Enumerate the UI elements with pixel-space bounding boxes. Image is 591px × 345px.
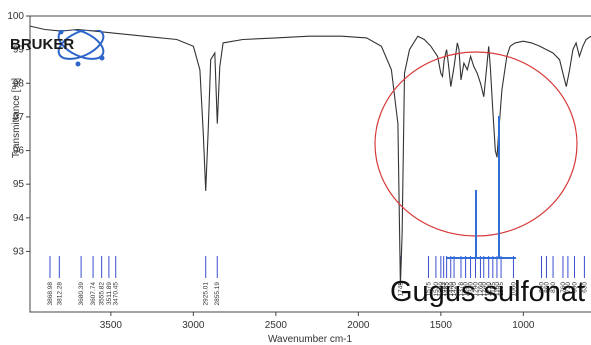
y-tick-label: 93 [13, 246, 25, 257]
peak-label: 1290 [473, 282, 480, 297]
logo-text: BRUKER [10, 36, 74, 53]
peak-label: 860 [543, 282, 550, 293]
y-tick-label: 98 [13, 78, 25, 89]
peak-label: 1060 [510, 282, 517, 297]
peak-label: 1185 [490, 282, 497, 296]
peak-label: 1210 [486, 282, 493, 297]
x-tick-label: 2000 [347, 320, 370, 331]
peak-label: 1350 [463, 282, 470, 297]
peak-label: 1135 [498, 282, 505, 296]
peak-label: 1440 [448, 282, 455, 297]
y-axis: 93 94 95 96 97 98 99 100 [7, 11, 30, 257]
peak-label: 1320 [468, 282, 475, 297]
highlight-region [374, 51, 578, 259]
x-tick-label: 1000 [512, 320, 535, 331]
peak-label: 3470.45 [113, 282, 120, 306]
x-axis-label: Wavenumber cm-1 [268, 334, 353, 345]
peak-label: 2925.01 [203, 282, 210, 306]
y-tick-label: 97 [13, 112, 25, 123]
y-tick-label: 94 [13, 213, 25, 224]
peak-label: 3868.98 [47, 282, 54, 306]
peak-label: 3812.28 [56, 282, 63, 306]
peak-label: 890 [539, 282, 546, 293]
peak-label: 1240 [481, 282, 488, 297]
spectrum-series [29, 25, 591, 286]
bruker-logo-mark: BRUKER [10, 28, 105, 67]
peak-label: 1465 [444, 282, 451, 297]
peak-label: 3511.89 [106, 282, 113, 305]
y-tick-label: 96 [13, 146, 25, 157]
annotation-label: Gugus sulfonat [390, 276, 586, 308]
plot-frame [29, 15, 591, 313]
y-axis-label: Transmittance [%] [11, 78, 22, 158]
peak-label: 690 [572, 282, 579, 293]
y-tick-label: 100 [7, 11, 24, 22]
x-tick-label: 2500 [265, 320, 288, 331]
x-axis: 3500 3000 2500 2000 1500 1000 [100, 312, 535, 331]
spectrum-line [29, 25, 591, 286]
plot-border [29, 15, 591, 313]
peak-label: 1745 [397, 282, 404, 297]
x-tick-label: 3500 [100, 320, 123, 331]
peak-label: 1160 [494, 282, 501, 296]
peak-label: 1420 [451, 282, 458, 297]
peak-label: 1530 [433, 282, 440, 297]
x-tick-label: 3000 [182, 320, 205, 331]
bruker-logo: BRUKER [6, 28, 146, 70]
peak-label: 1575 [425, 282, 432, 297]
y-tick-label: 99 [13, 45, 25, 56]
x-tick-label: 1500 [430, 320, 453, 331]
peak-label: 3555.82 [99, 282, 106, 306]
peak-label: 2855.19 [214, 282, 221, 306]
peak-label: 1378 [458, 282, 465, 297]
peak-label: 630 [581, 282, 588, 293]
peak-label: 1260 [477, 282, 484, 297]
peak-label: 1500 [438, 282, 445, 297]
peak-label: 3680.39 [78, 282, 85, 306]
peak-label: 3607.74 [90, 282, 97, 306]
peak-label: 820 [550, 282, 557, 293]
peak-label: 730 [565, 282, 572, 293]
peak-label: 760 [560, 282, 567, 293]
y-tick-label: 95 [13, 179, 25, 190]
peak-markers: 3868.98 3812.28 3680.39 3607.74 3555.82 3511.… [47, 256, 588, 306]
peak-label: 1483 [441, 282, 448, 297]
